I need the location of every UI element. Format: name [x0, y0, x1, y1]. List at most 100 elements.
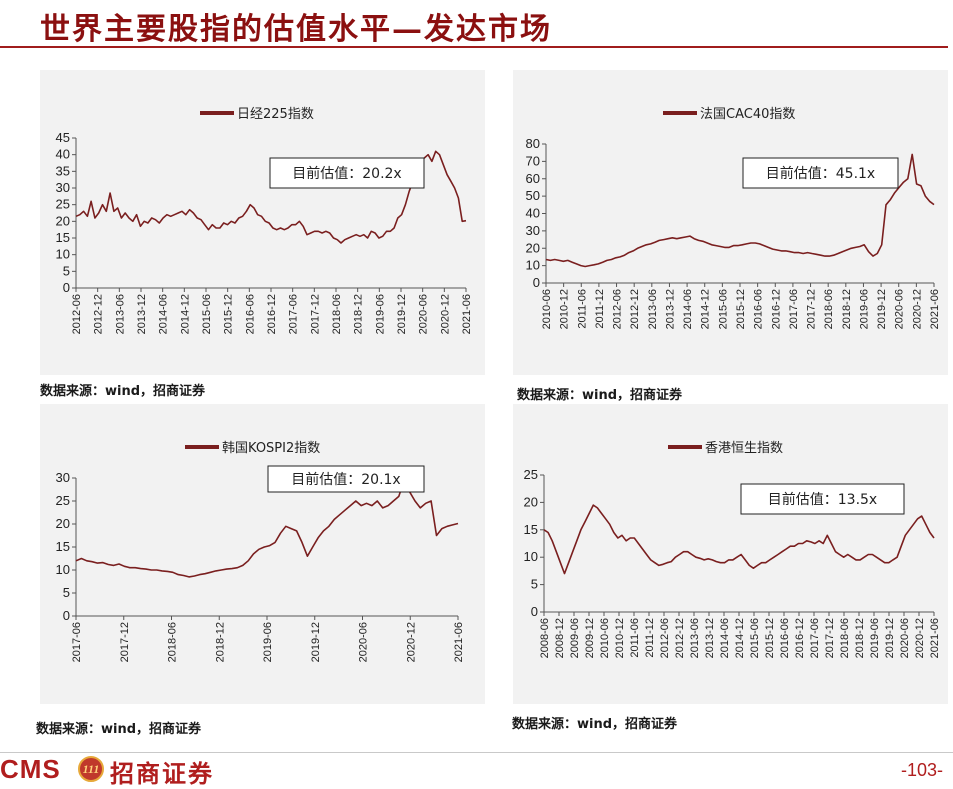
- legend-label: 韩国KOSPI2指数: [222, 441, 320, 456]
- x-tick-label: 2015-06: [749, 618, 761, 658]
- source-note-nikkei: 数据来源：wind，招商证券: [40, 384, 206, 399]
- x-tick-label: 2013-06: [689, 618, 701, 658]
- x-tick-label: 2013-12: [704, 618, 716, 658]
- x-tick-label: 2008-12: [554, 618, 566, 658]
- footer-divider: [0, 752, 953, 753]
- x-tick-label: 2016-12: [794, 618, 806, 658]
- x-tick-label: 2013-12: [664, 289, 676, 329]
- x-tick-label: 2010-12: [614, 618, 626, 658]
- y-tick-label: 45: [56, 130, 70, 145]
- x-tick-label: 2018-06: [331, 294, 343, 334]
- x-tick-label: 2011-06: [629, 618, 641, 658]
- x-tick-label: 2019-06: [858, 289, 870, 329]
- x-tick-label: 2012-12: [629, 289, 641, 329]
- logo-company-name: 招商证券: [110, 759, 214, 788]
- x-tick-label: 2018-12: [854, 618, 866, 658]
- annotation-box: [269, 157, 425, 189]
- y-tick-label: 15: [56, 230, 70, 245]
- x-tick-label: 2020-12: [439, 294, 451, 334]
- x-tick-label: 2020-12: [911, 289, 923, 329]
- x-tick-label: 2019-06: [869, 618, 881, 658]
- logo-cms-text: CMS: [0, 754, 61, 784]
- x-tick-label: 2014-12: [700, 289, 712, 329]
- x-tick-label: 2014-06: [719, 618, 731, 658]
- x-tick-label: 2016-12: [770, 289, 782, 329]
- y-tick-label: 20: [526, 240, 540, 255]
- x-tick-label: 2021-06: [929, 289, 941, 329]
- chart-cac40: 0 10 20 30 40 50 60 70 80 2010-06 2010-12 2011-06 20…: [526, 107, 941, 329]
- y-tick-label: 40: [526, 206, 540, 221]
- y-tick-label: 15: [56, 539, 70, 554]
- source-note-kospi2: 数据来源：wind，招商证券: [36, 722, 202, 737]
- x-tick-label: 2013-06: [647, 289, 659, 329]
- x-tick-label: 2018-12: [353, 294, 365, 334]
- x-tick-label: 2015-12: [735, 289, 747, 329]
- legend-label: 法国CAC40指数: [700, 107, 795, 122]
- x-tick-label: 2015-12: [764, 618, 776, 658]
- y-tick-label: 20: [56, 213, 70, 228]
- x-tick-label: 2020-12: [914, 618, 926, 658]
- chart-panel-cac40: 0 10 20 30 40 50 60 70 80 2010-06 2010-12 2011-06 20…: [513, 70, 948, 375]
- x-tick-label: 2012-12: [674, 618, 686, 658]
- x-tick-label: 2012-06: [612, 289, 624, 329]
- y-tick-label: 0: [63, 608, 70, 623]
- x-tick-label: 2018-06: [823, 289, 835, 329]
- x-tick-label: 2021-06: [461, 294, 473, 334]
- x-tick-label: 2017-12: [309, 294, 321, 334]
- x-tick-label: 2017-06: [788, 289, 800, 329]
- x-tick-label: 2009-12: [584, 618, 596, 658]
- x-tick-label: 2020-06: [894, 289, 906, 329]
- x-tick-label: 2014-12: [734, 618, 746, 658]
- x-tick-label: 2018-12: [214, 622, 226, 662]
- x-tick-label: 2010-06: [599, 618, 611, 658]
- x-tick-label: 2017-12: [806, 289, 818, 329]
- legend-label: 香港恒生指数: [705, 441, 783, 456]
- x-tick-label: 2014-06: [158, 294, 170, 334]
- x-tick-label: 2019-12: [876, 289, 888, 329]
- annotation-box: [740, 483, 905, 515]
- x-tick-label: 2019-06: [262, 622, 274, 662]
- x-tick-label: 2020-06: [358, 622, 370, 662]
- x-tick-label: 2017-12: [824, 618, 836, 658]
- annotation-label: 目前估值：20.2x: [292, 165, 401, 182]
- y-tick-label: 20: [56, 516, 70, 531]
- y-tick-label: 30: [56, 180, 70, 195]
- annotation-label: 目前估值：13.5x: [768, 491, 877, 508]
- x-tick-label: 2015-06: [201, 294, 213, 334]
- y-tick-label: 0: [533, 275, 540, 290]
- chart-panel-hangseng: 0 5 10 15 20 25 2008-06 2008-12 2009-06 2009-12 20…: [513, 404, 948, 704]
- page-number: -103-: [900, 760, 943, 780]
- x-tick-label: 2014-06: [682, 289, 694, 329]
- series-line: [543, 504, 935, 575]
- x-tick-label: 2015-06: [717, 289, 729, 329]
- y-tick-label: 0: [63, 280, 70, 295]
- series-line: [545, 153, 935, 268]
- chart-panel-kospi2: 0 5 10 15 20 25 30 2017-06 2017-12 2018-06 2018-12…: [40, 404, 485, 704]
- y-tick-label: 50: [526, 188, 540, 203]
- y-tick-label: 5: [63, 585, 70, 600]
- y-tick-label: 60: [526, 171, 540, 186]
- x-tick-label: 2012-12: [93, 294, 105, 334]
- x-tick-label: 2010-12: [559, 289, 571, 329]
- x-tick-label: 2021-06: [453, 622, 465, 662]
- x-tick-label: 2018-12: [841, 289, 853, 329]
- x-tick-label: 2019-12: [310, 622, 322, 662]
- x-tick-label: 2016-06: [244, 294, 256, 334]
- logo-badge-icon: 111: [78, 756, 104, 782]
- legend-label: 日经225指数: [237, 107, 314, 122]
- annotation-box: [267, 465, 425, 493]
- series-line: [75, 150, 467, 244]
- x-tick-label: 2017-12: [119, 622, 131, 662]
- chart-kospi2: 0 5 10 15 20 25 30 2017-06 2017-12 2018-06 2018-12…: [56, 441, 465, 662]
- y-tick-label: 80: [526, 136, 540, 151]
- x-tick-label: 2021-06: [929, 618, 941, 658]
- x-tick-label: 2016-12: [266, 294, 278, 334]
- x-tick-label: 2013-06: [114, 294, 126, 334]
- y-tick-label: 70: [526, 153, 540, 168]
- y-tick-label: 40: [56, 147, 70, 162]
- x-tick-label: 2010-06: [541, 289, 553, 329]
- x-tick-label: 2016-06: [753, 289, 765, 329]
- x-tick-label: 2018-06: [167, 622, 179, 662]
- page-title: 世界主要股指的估值水平—发达市场: [40, 12, 552, 47]
